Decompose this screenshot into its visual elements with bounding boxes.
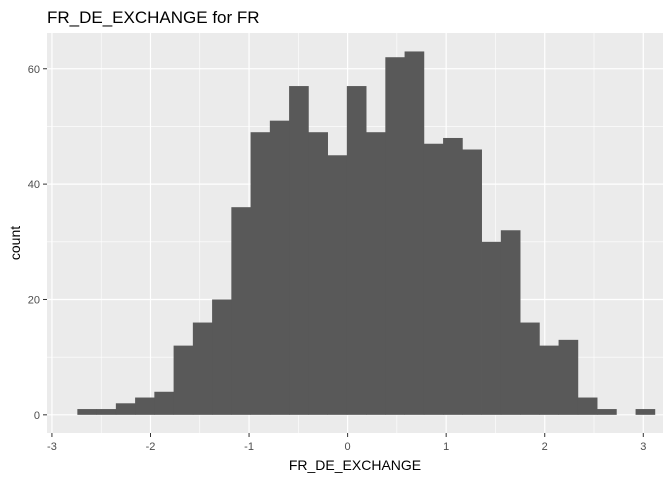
histogram-bar	[520, 322, 540, 415]
histogram-bar	[443, 137, 463, 415]
histogram-bar	[250, 132, 271, 415]
histogram-bar	[231, 207, 251, 415]
x-axis: -3 -2 -1 0 1 2 3	[47, 433, 646, 453]
histogram-bar	[154, 391, 175, 415]
histogram-bar	[577, 397, 598, 415]
histogram-bar	[192, 322, 213, 415]
histogram-bar	[558, 339, 579, 415]
x-tick-label: 1	[443, 441, 449, 453]
histogram-bar	[77, 409, 98, 415]
histogram-bar	[269, 120, 290, 415]
histogram-bar	[366, 132, 386, 415]
histogram-bar	[212, 299, 232, 415]
x-tick-label: -3	[47, 441, 57, 453]
chart-title: FR_DE_EXCHANGE for FR	[47, 8, 260, 27]
y-axis: 0 20 40 60	[28, 64, 47, 422]
x-tick-label: -1	[244, 441, 254, 453]
y-axis-label: count	[7, 226, 23, 260]
histogram-bar	[96, 409, 117, 415]
histogram-bar	[135, 397, 155, 415]
histogram-bar	[462, 149, 482, 415]
histogram-bar	[385, 57, 405, 415]
histogram-bar	[597, 409, 617, 415]
x-tick-label: -2	[146, 441, 156, 453]
histogram-bar	[539, 345, 559, 415]
x-tick-label: 2	[542, 441, 548, 453]
histogram-bar	[327, 155, 348, 415]
histogram-bar	[404, 51, 425, 415]
y-tick-label: 40	[28, 179, 40, 191]
histogram-bar	[115, 403, 136, 415]
histogram-bars	[77, 51, 656, 415]
y-tick-label: 60	[28, 64, 40, 76]
histogram-bar	[481, 241, 502, 415]
histogram-bar	[423, 143, 444, 415]
x-tick-label: 3	[640, 441, 646, 453]
y-tick-label: 0	[34, 410, 40, 422]
x-tick-label: 0	[345, 441, 351, 453]
histogram-bar	[346, 86, 367, 415]
histogram-bar	[635, 409, 656, 415]
y-tick-label: 20	[28, 294, 40, 306]
histogram-bar	[289, 86, 309, 415]
histogram-bar	[173, 345, 194, 415]
histogram-bar	[500, 230, 521, 415]
x-axis-label: FR_DE_EXCHANGE	[289, 457, 421, 473]
histogram-bar	[308, 132, 328, 415]
